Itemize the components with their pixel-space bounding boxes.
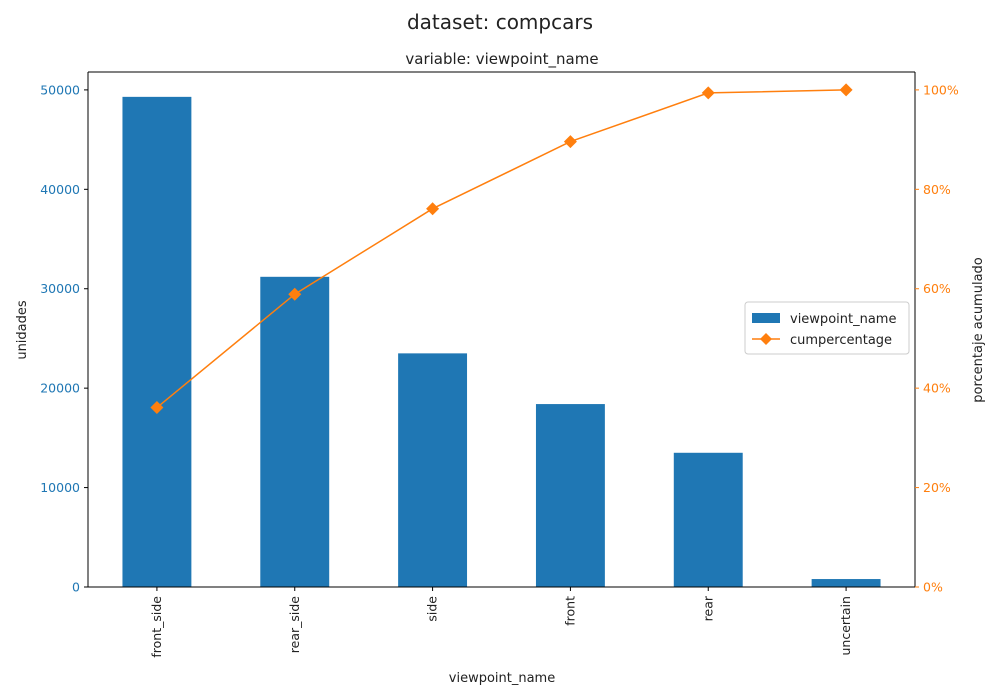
x-axis-label: viewpoint_name: [449, 671, 555, 686]
y-right-tick-label: 80%: [923, 182, 951, 197]
legend-label-bar: viewpoint_name: [790, 312, 896, 327]
bar-series: [122, 96, 881, 587]
legend-label-line: cumpercentage: [790, 333, 892, 348]
y-left-tick-label: 40000: [40, 182, 80, 197]
marker-rear_side: [288, 287, 302, 301]
marker-uncertain: [839, 83, 853, 97]
line-series: [150, 83, 853, 415]
bar-rear: [673, 452, 743, 587]
marker-front_side: [150, 401, 164, 415]
bar-front_side: [122, 96, 192, 587]
figure-suptitle: dataset: compcars: [407, 10, 593, 34]
legend-box: [744, 301, 910, 355]
x-tick-label-rear_side: rear_side: [287, 596, 302, 654]
marker-rear: [701, 86, 715, 100]
y-right-tick-label: 20%: [923, 480, 951, 495]
y-left-tick-label: 0: [72, 580, 80, 595]
x-tick-label-front_side: front_side: [149, 596, 164, 658]
x-tick-label-side: side: [425, 596, 440, 622]
y-left-tick-label: 30000: [40, 281, 80, 296]
y-axis-left-label: unidades: [15, 300, 30, 360]
y-right-tick-label: 60%: [923, 281, 951, 296]
chart-title: variable: viewpoint_name: [405, 50, 598, 69]
y-axis-right-label: porcentaje acumulado: [971, 257, 986, 403]
marker-side: [426, 202, 440, 216]
ticks: 0 10000 20000 30000 40000 50000 0% 20% 40% 60% 80%…: [40, 82, 959, 657]
y-left-tick-label: 10000: [40, 480, 80, 495]
y-left-tick-label: 50000: [40, 82, 80, 97]
legend-swatch-bar: [752, 313, 780, 323]
marker-front: [563, 135, 577, 149]
bar-rear_side: [260, 276, 330, 587]
bar-uncertain: [811, 579, 881, 587]
y-right-tick-label: 100%: [923, 82, 959, 97]
cumpercentage-line: [156, 89, 847, 409]
bar-side: [398, 353, 468, 587]
x-tick-label-uncertain: uncertain: [838, 596, 853, 656]
x-tick-label-front: front: [562, 596, 577, 626]
y-left-tick-label: 20000: [40, 381, 80, 396]
legend-swatch-marker: [760, 333, 772, 345]
y-right-tick-label: 0%: [923, 580, 943, 595]
x-tick-label-rear: rear: [700, 595, 715, 621]
y-right-tick-label: 40%: [923, 381, 951, 396]
bar-front: [535, 404, 605, 587]
legend: viewpoint_name cumpercentage: [744, 301, 910, 355]
axes: [87, 71, 916, 588]
